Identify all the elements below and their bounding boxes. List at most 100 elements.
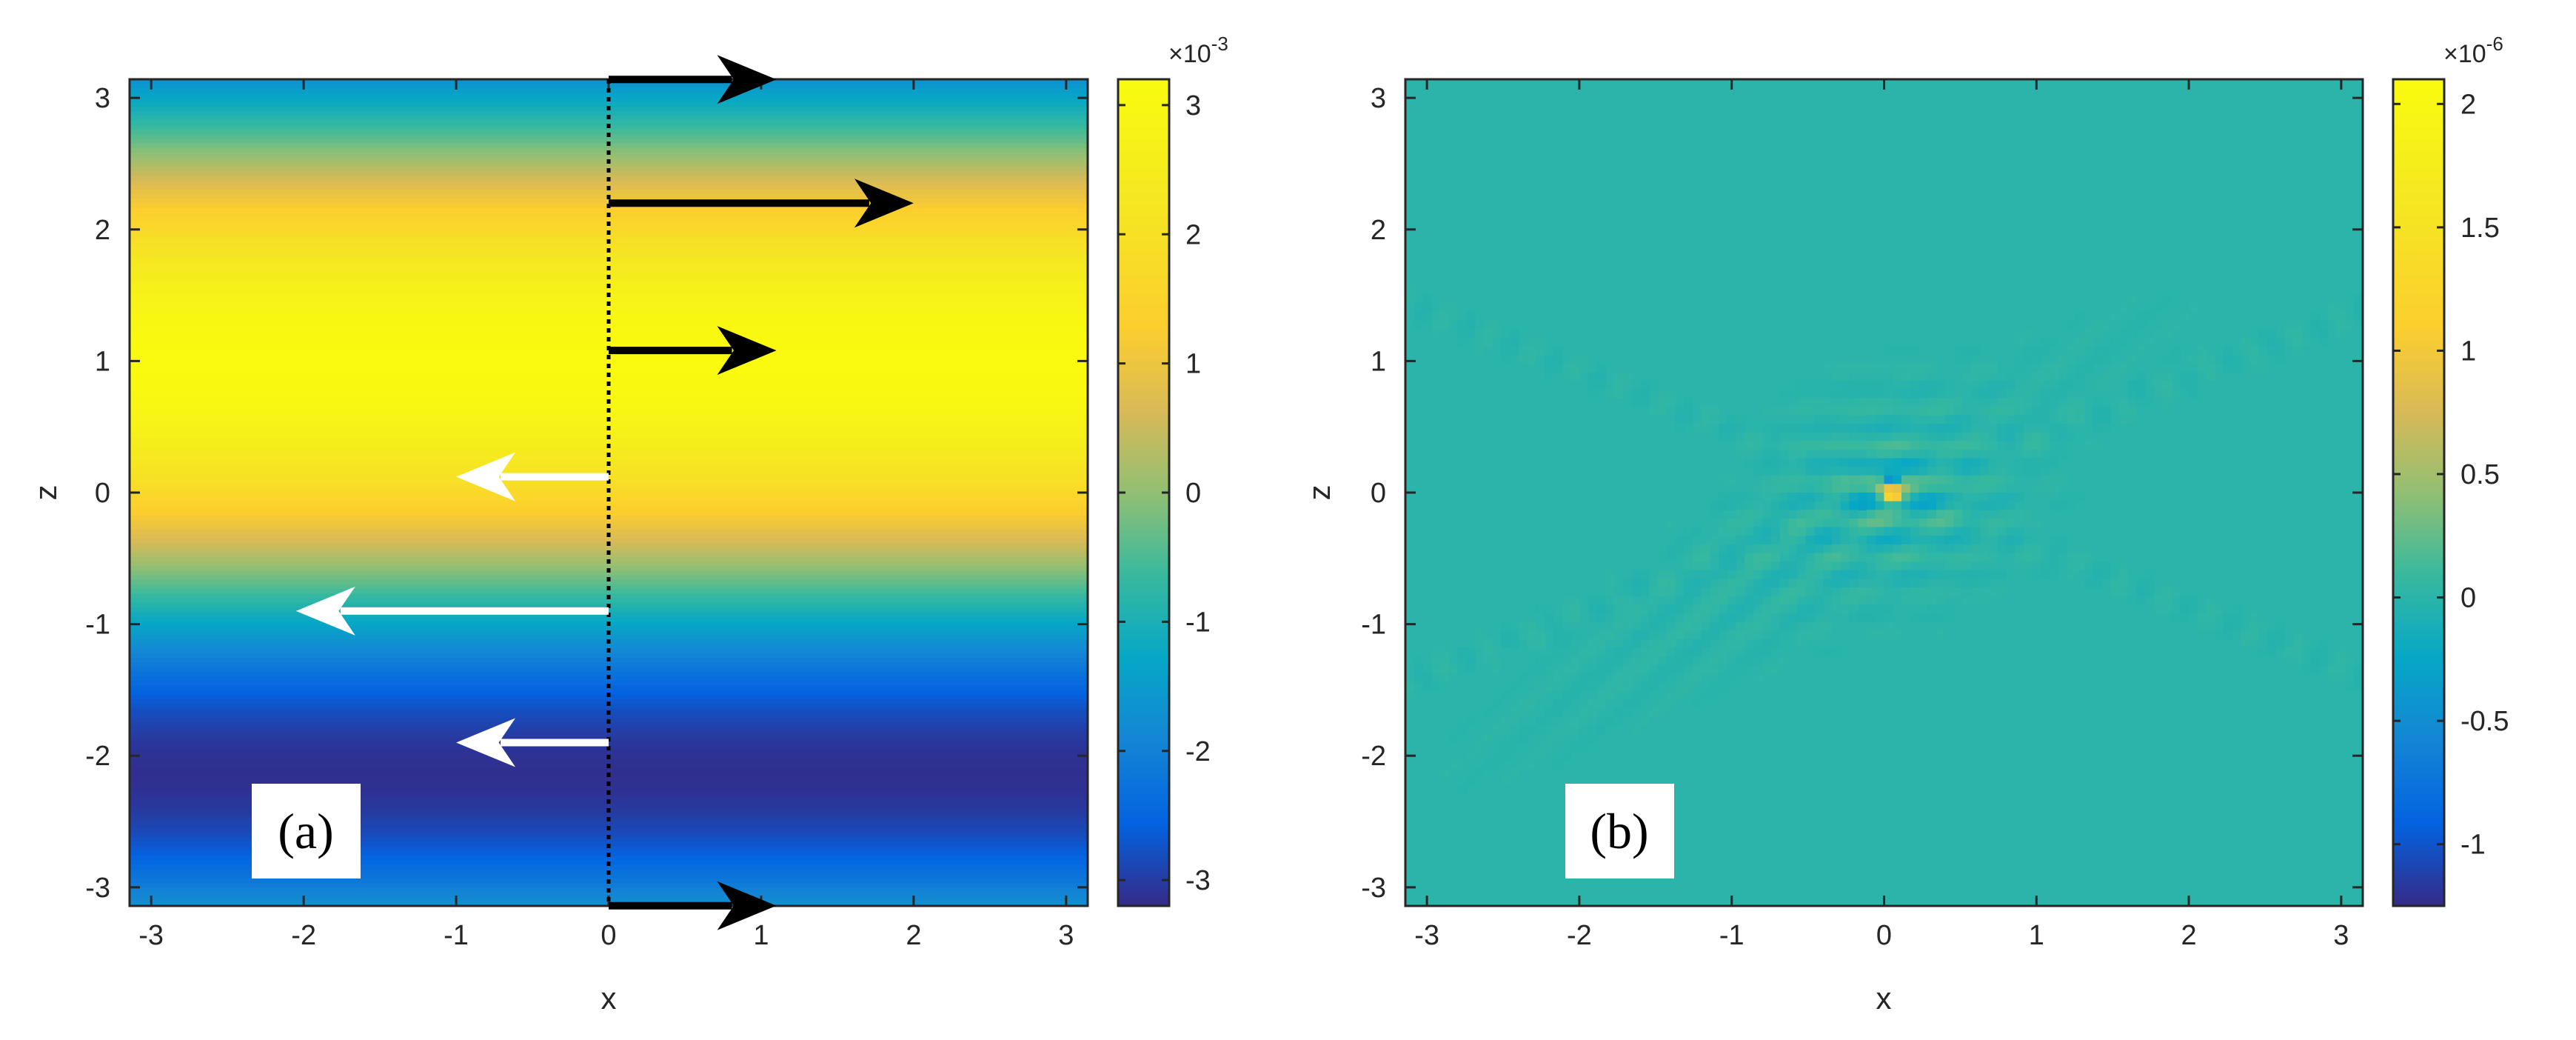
field-cell (1666, 673, 1676, 683)
field-cell (1875, 424, 1885, 433)
field-band (130, 207, 1088, 213)
field-cell (1823, 561, 1833, 571)
field-cell (2058, 493, 2067, 502)
field-cell (1770, 424, 1781, 433)
field-cell (1927, 467, 1937, 476)
field-cell (1796, 561, 1807, 571)
field-cell (2101, 380, 2111, 390)
y-tick-label: -1 (85, 610, 110, 641)
field-cell (1727, 561, 1737, 571)
field-cell (1788, 570, 1798, 579)
field-cell (2006, 406, 2015, 416)
field-cell (1858, 363, 1867, 373)
field-cell (1814, 647, 1824, 657)
field-band (130, 598, 1088, 604)
field-cell (2118, 561, 2129, 571)
field-cell (2310, 664, 2320, 674)
field-cell (1753, 639, 1763, 648)
field-cell (1953, 561, 1963, 571)
field-cell (1849, 467, 1859, 476)
field-cell (1719, 579, 1728, 588)
field-cell (1814, 518, 1824, 528)
field-cell (2319, 656, 2329, 666)
field-cell (1962, 467, 1972, 476)
field-cell (1518, 759, 1528, 769)
field-cell (1614, 647, 1624, 657)
field-cell (1936, 398, 1946, 407)
field-cell (1840, 596, 1850, 605)
field-cell (1570, 664, 1580, 674)
field-cell (1823, 527, 1833, 536)
field-cell (2110, 380, 2120, 390)
field-cell (1918, 501, 1928, 510)
field-cell (1814, 484, 1824, 493)
field-cell (2127, 596, 2137, 605)
y-tick-label: -3 (85, 873, 110, 904)
field-cell (1666, 544, 1676, 553)
field-cell (1849, 441, 1859, 450)
field-cell (1875, 493, 1885, 502)
field-cell (2266, 329, 2277, 339)
field-cell (2162, 355, 2172, 364)
field-cell (1666, 553, 1676, 562)
field-cell (2223, 363, 2233, 373)
field-cell (1753, 673, 1763, 683)
field-cell (1736, 527, 1746, 536)
field-cell (1927, 380, 1937, 390)
field-cell (1570, 363, 1580, 373)
colorbar-tick-label: 1 (1185, 349, 1201, 380)
field-cell (1979, 570, 1990, 579)
field-cell (1762, 449, 1772, 459)
field-cell (1770, 475, 1781, 484)
field-cell (1927, 553, 1937, 562)
field-cell (1719, 570, 1728, 579)
field-cell (1518, 699, 1528, 709)
field-cell (2153, 303, 2164, 313)
field-cell (1640, 681, 1650, 691)
field-cell (1936, 587, 1946, 597)
field-cell (2136, 389, 2146, 399)
field-cell (1944, 536, 1955, 545)
field-cell (2223, 630, 2233, 640)
field-cell (1640, 716, 1650, 726)
field-cell (1719, 527, 1728, 536)
field-cell (1997, 510, 2007, 519)
colorbar-tick-label: 1 (2460, 336, 2476, 367)
field-cell (1553, 733, 1563, 743)
field-band (130, 341, 1088, 347)
field-cell (1893, 346, 1902, 356)
field-cell (2171, 389, 2181, 399)
field-cell (2118, 587, 2129, 597)
field-cell (1736, 656, 1746, 666)
field-cell (1736, 415, 1746, 424)
field-cell (1736, 501, 1746, 510)
field-cell (1814, 441, 1824, 450)
field-cell (2118, 398, 2129, 407)
field-cell (1814, 467, 1824, 476)
field-cell (1840, 432, 1850, 441)
field-cell (1701, 406, 1711, 416)
field-cell (2041, 363, 2050, 373)
field-cell (1901, 389, 1911, 399)
field-cell (1997, 398, 2007, 407)
field-cell (1901, 527, 1911, 536)
field-cell (1570, 681, 1580, 691)
field-cell (1918, 518, 1928, 528)
field-cell (2058, 389, 2067, 399)
field-cell (1744, 432, 1754, 441)
field-cell (1831, 458, 1841, 467)
field-cell (1796, 475, 1807, 484)
colorbar-tick-label: -2 (1185, 736, 1211, 767)
field-cell (2336, 320, 2346, 330)
field-cell (1893, 406, 1902, 416)
field-cell (2049, 570, 2059, 579)
field-cell (1710, 690, 1719, 700)
field-cell (2188, 303, 2198, 313)
field-cell (1666, 587, 1676, 597)
field-cell (1536, 604, 1545, 614)
field-cell (1866, 389, 1876, 399)
field-cell (1684, 587, 1693, 597)
field-cell (2058, 363, 2067, 373)
colorbar-b (2392, 78, 2446, 907)
